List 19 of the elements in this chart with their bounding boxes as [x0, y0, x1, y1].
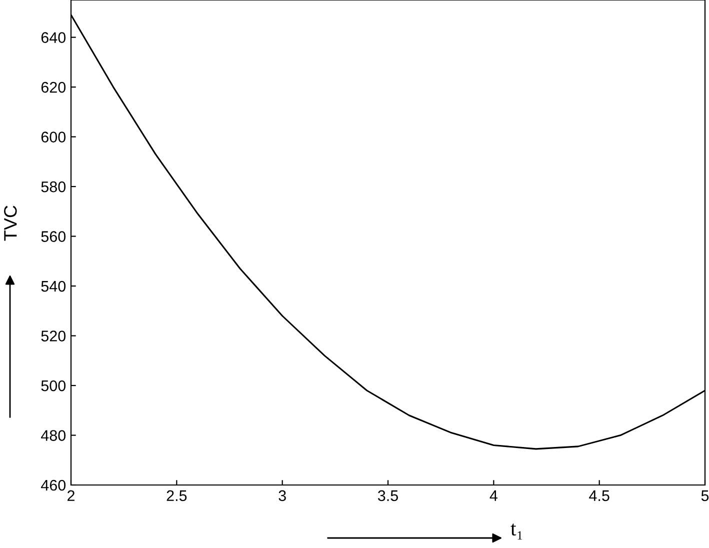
y-tick-label: 500	[41, 380, 66, 392]
x-tick-label: 3	[278, 490, 286, 502]
y-tick-label: 480	[41, 430, 66, 441]
y-tick-label: 520	[41, 330, 66, 342]
y-tick-label: 620	[41, 82, 66, 93]
y-tick-label: 580	[41, 181, 66, 192]
y-tick-label: 560	[41, 231, 66, 242]
x-tick-label: 5	[701, 490, 709, 502]
y-axis-title: TVC	[4, 206, 17, 241]
x-tick-label: 2.5	[166, 490, 187, 502]
y-tick-label: 640	[41, 32, 66, 43]
x-axis-title: t₁	[510, 524, 522, 540]
x-tick-label: 2	[68, 490, 74, 501]
x-tick-label: 4.5	[589, 490, 610, 502]
x-tick-label: 3.5	[378, 490, 398, 502]
x-tick-label: 4	[490, 490, 498, 501]
y-tick-label: 540	[41, 280, 66, 292]
y-tick-label: 460	[41, 480, 66, 491]
y-tick-label: 600	[41, 132, 66, 142]
